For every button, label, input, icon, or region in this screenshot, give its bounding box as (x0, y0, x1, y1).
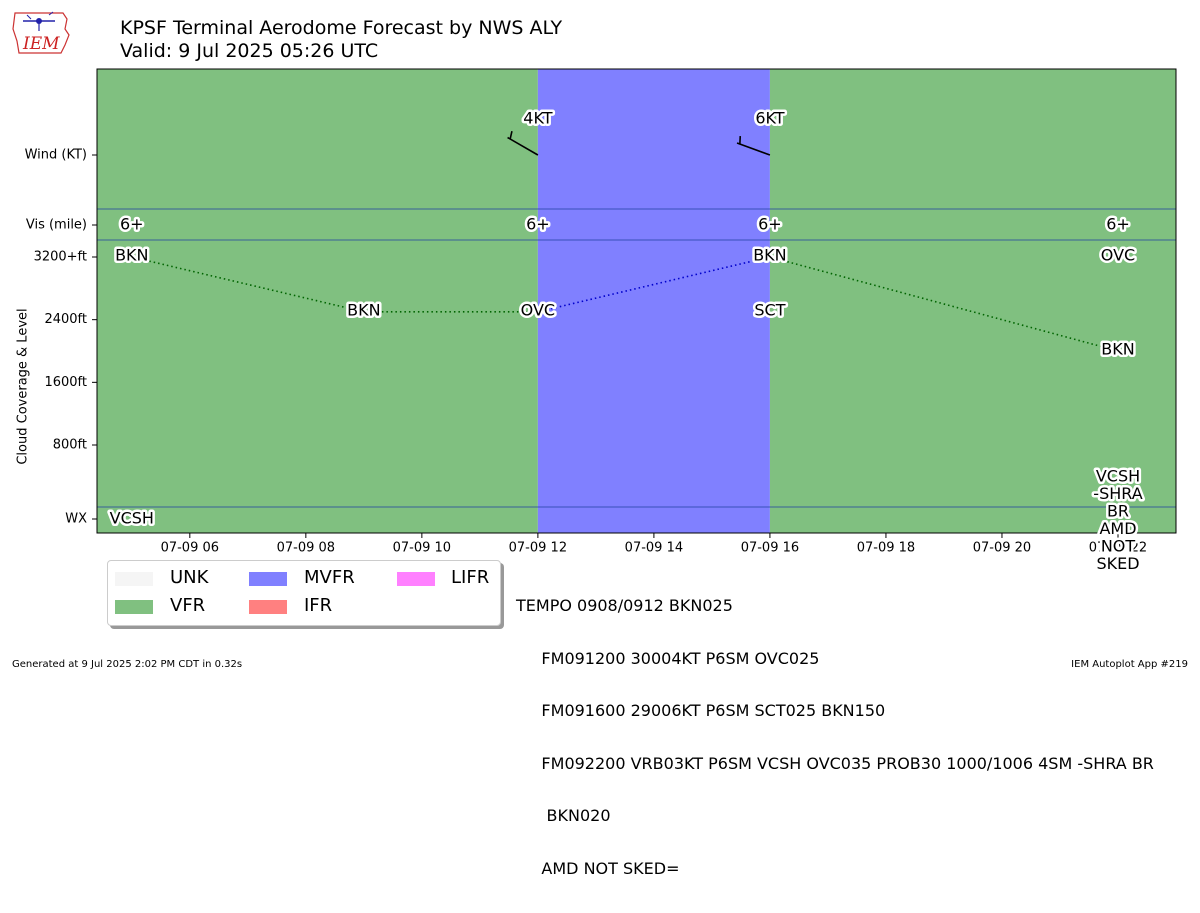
cloud-label: BKN (347, 300, 380, 319)
weather-label: AMD (1099, 519, 1136, 538)
x-tick-label: 07-09 14 (625, 541, 683, 556)
taf-chart-page: IEM KPSF Terminal Aerodome Forecast by N… (0, 0, 1200, 675)
y-label-wind: Wind (KT) (25, 148, 87, 163)
x-tick-label: 07-09 20 (973, 541, 1031, 556)
weather-label: VCSH (1096, 467, 1140, 486)
weather-label: VCSH (110, 509, 154, 528)
legend-swatch-mvfr (249, 572, 287, 586)
y-label-cloud-level: 1600ft (44, 375, 87, 390)
taf-line: FM091200 30004KT P6SM OVC025 (516, 650, 1154, 668)
weather-label: BR (1107, 502, 1129, 521)
y-label-cloud-level: 3200+ft (34, 250, 87, 265)
y-label-vis: Vis (mile) (26, 218, 87, 233)
x-tick-label: 07-09 12 (509, 541, 567, 556)
visibility-label: 6+ (758, 215, 782, 234)
legend-swatch-vfr (115, 600, 153, 614)
cloud-label: BKN (753, 246, 786, 265)
x-tick-label: 07-09 10 (393, 541, 451, 556)
legend-swatch-unk (115, 572, 153, 586)
flight-category-band (538, 69, 770, 533)
y-axis-title: Cloud Coverage & Level (16, 308, 31, 464)
x-tick-label: 07-09 16 (741, 541, 799, 556)
cloud-label: SCT (754, 300, 785, 319)
visibility-label: 6+ (1106, 215, 1130, 234)
y-label-wx: WX (65, 512, 87, 527)
y-label-cloud-level: 800ft (53, 438, 87, 453)
weather-label: NOT (1101, 537, 1136, 556)
weather-label: -SHRA (1093, 484, 1142, 503)
legend-label-mvfr: MVFR (304, 567, 355, 588)
taf-line: FM092200 VRB03KT P6SM VCSH OVC035 PROB30… (516, 755, 1154, 773)
x-tick-label: 07-09 18 (857, 541, 915, 556)
taf-line: BKN020 (516, 807, 1154, 825)
cloud-label: BKN (115, 246, 148, 265)
legend-label-lifr: LIFR (451, 567, 489, 588)
wind-speed-label: 6KT (755, 109, 784, 128)
flight-category-band (97, 69, 538, 533)
footer-app: IEM Autoplot App #219 (1071, 659, 1188, 670)
y-label-cloud-level: 2400ft (44, 312, 87, 327)
legend: UNK MVFR LIFR VFR IFR (107, 560, 501, 626)
legend-label-ifr: IFR (304, 595, 332, 616)
legend-label-vfr: VFR (170, 595, 205, 616)
cloud-label: OVC (1101, 246, 1135, 265)
taf-line: AMD NOT SKED= (516, 860, 1154, 878)
x-tick-label: 07-09 08 (277, 541, 335, 556)
cloud-label: BKN (1101, 340, 1134, 359)
cloud-label: OVC (521, 300, 555, 319)
taf-line: TEMPO 0908/0912 BKN025 (516, 597, 1154, 615)
wind-speed-label: 4KT (523, 109, 552, 128)
taf-text: TEMPO 0908/0912 BKN025 FM091200 30004KT … (516, 562, 1154, 912)
footer-generated: Generated at 9 Jul 2025 2:02 PM CDT in 0… (12, 659, 242, 670)
flight-category-band (770, 69, 1176, 533)
taf-line: FM091600 29006KT P6SM SCT025 BKN150 (516, 702, 1154, 720)
legend-swatch-ifr (249, 600, 287, 614)
x-tick-label: 07-09 06 (161, 541, 219, 556)
legend-swatch-lifr (397, 572, 435, 586)
legend-label-unk: UNK (170, 567, 208, 588)
visibility-label: 6+ (120, 215, 144, 234)
visibility-label: 6+ (526, 215, 550, 234)
